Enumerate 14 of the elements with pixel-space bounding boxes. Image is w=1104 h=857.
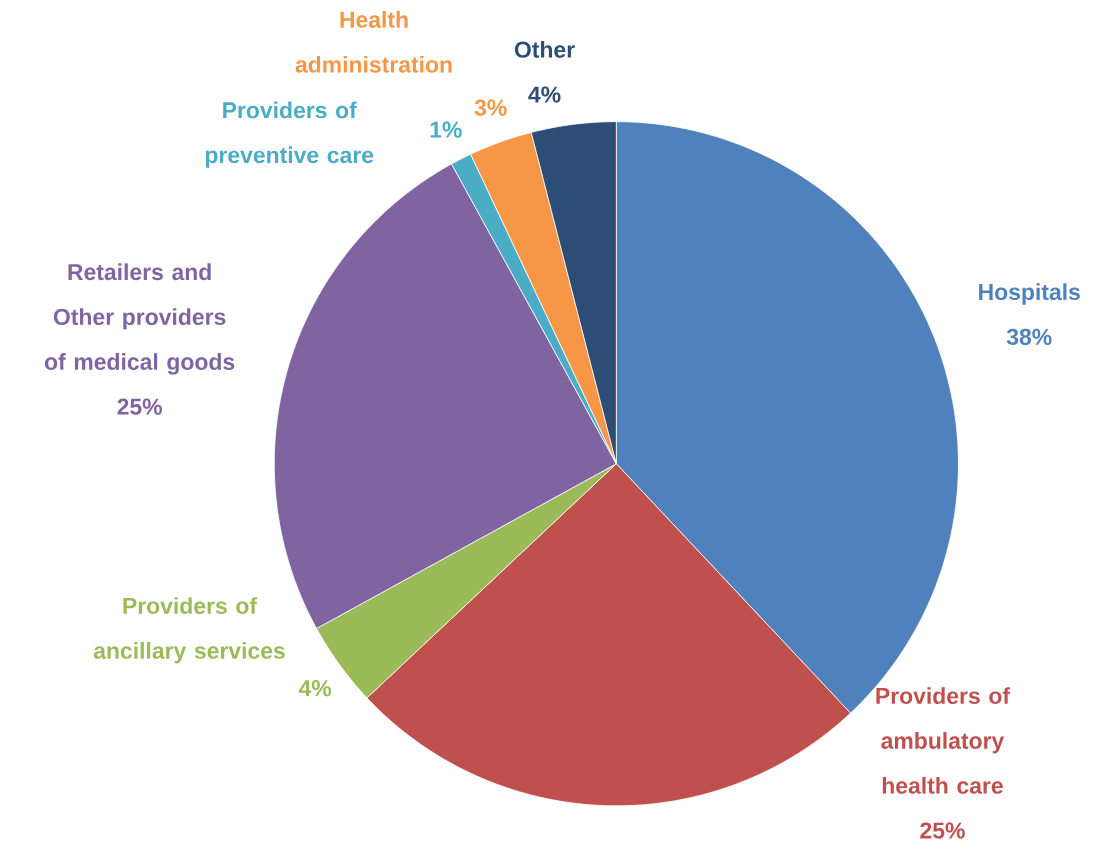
data-label: 1%	[430, 121, 462, 138]
data-label: 3%	[474, 99, 507, 116]
slice-label: Hospitals	[979, 283, 1080, 305]
data-label: 25%	[117, 398, 162, 415]
category-label: Health administration	[295, 11, 452, 73]
slice-label: Other	[514, 41, 575, 58]
category-label: Providers of preventive care	[205, 101, 374, 168]
data-label: 25%	[920, 822, 965, 839]
category-label: Providers of ancillary services	[93, 597, 285, 664]
category-label: Retailers and Other providers of medical goods	[44, 263, 235, 375]
data-label: 38%	[1006, 328, 1052, 346]
category-label: Providers of ambulatory health care	[876, 687, 1011, 794]
data-label: 4%	[528, 86, 561, 103]
data-label: 4%	[298, 680, 332, 697]
